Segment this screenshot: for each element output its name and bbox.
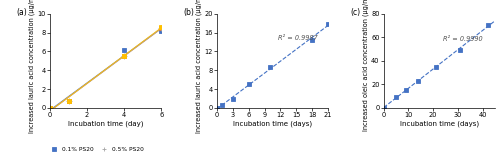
X-axis label: Incubation time (days): Incubation time (days) [400,120,479,127]
Text: R² = 0.9987: R² = 0.9987 [278,35,318,41]
Y-axis label: Increased lauric acid concentration (µg/mL): Increased lauric acid concentration (µg/… [196,0,202,133]
Y-axis label: Increased oleic acid concentration (µg/mL): Increased oleic acid concentration (µg/m… [362,0,369,131]
Text: (b): (b) [184,8,194,17]
Text: (c): (c) [350,8,360,17]
Text: (a): (a) [16,8,28,17]
Y-axis label: Increased lauric acid concentration (µg/mL): Increased lauric acid concentration (µg/… [29,0,35,133]
X-axis label: Incubation time (day): Incubation time (day) [68,120,144,127]
Legend: 0.1% PS20, 0.2% PS20, 0.5% PS20, 1% PS20: 0.1% PS20, 0.2% PS20, 0.5% PS20, 1% PS20 [48,146,145,154]
X-axis label: Incubation time (days): Incubation time (days) [233,120,312,127]
Text: R² = 0.9990: R² = 0.9990 [443,36,482,42]
